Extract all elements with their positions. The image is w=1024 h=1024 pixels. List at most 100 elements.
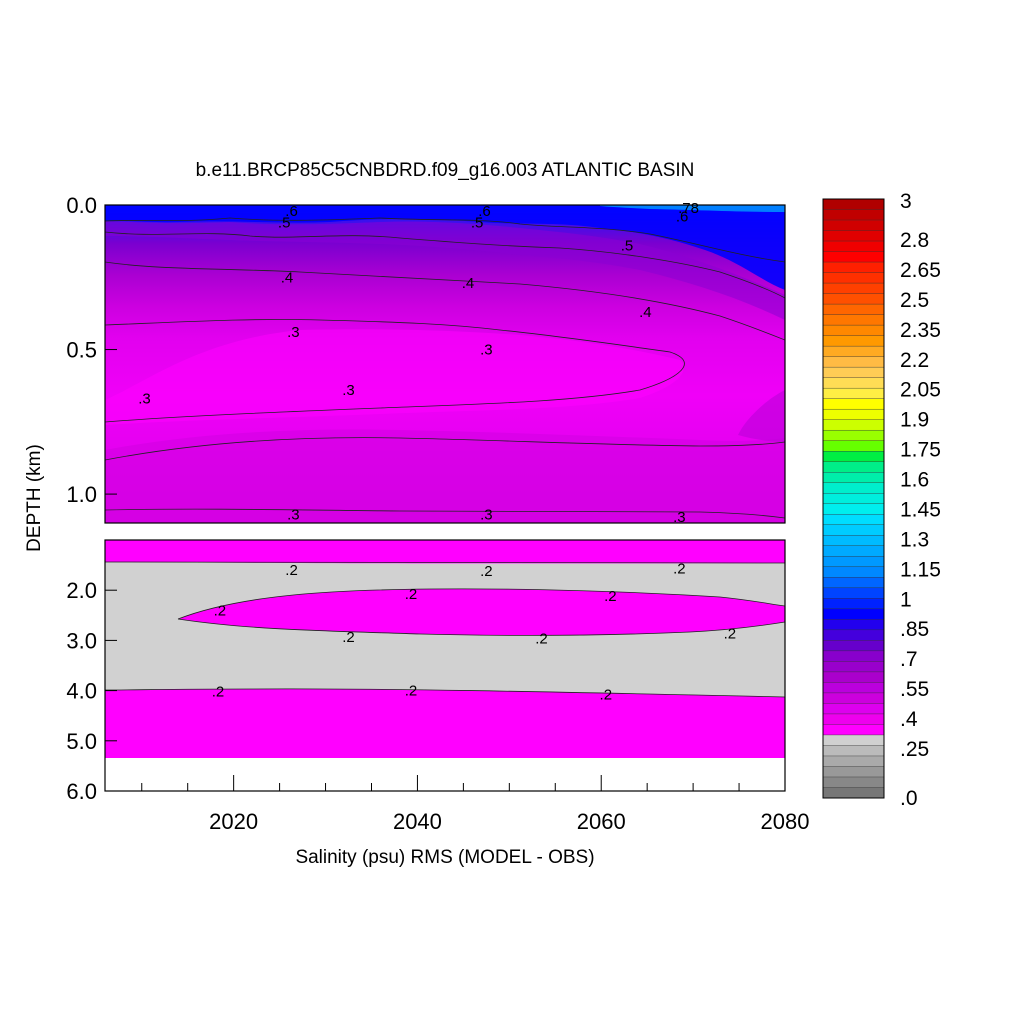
y-axis-label: DEPTH (km) xyxy=(24,444,45,552)
lower-panel-frame xyxy=(104,539,786,792)
colorbar-label: .25 xyxy=(900,738,929,761)
contour-label-lower: .2 xyxy=(673,561,686,578)
colorbar-swatch xyxy=(822,514,885,526)
mid-magenta-lens xyxy=(178,588,785,636)
colorbar-label: .0 xyxy=(900,787,918,810)
colorbar-swatch xyxy=(822,345,885,358)
y-tick-label: 1.0 xyxy=(66,482,97,507)
contour-label-lower: .2 xyxy=(342,629,355,646)
contour-label-lower: .2 xyxy=(535,630,548,647)
colorbar-swatch xyxy=(822,734,885,746)
contour-labels: .6.5.6.5.78.6.5.4.4.4.3.3.3.3.3.3.3.2.2.… xyxy=(138,200,736,704)
colorbar-swatch xyxy=(822,440,885,452)
upper-contour-lines xyxy=(105,217,785,519)
colorbar-swatch xyxy=(822,776,885,788)
colorbar-swatch xyxy=(822,545,885,557)
colorbar-swatch xyxy=(822,503,885,515)
x-tick-label: 2080 xyxy=(761,809,810,834)
x-tick-label: 2060 xyxy=(577,809,626,834)
colorbar-label: 2.65 xyxy=(900,259,941,282)
colorbar-swatch xyxy=(822,535,885,547)
contour-label-lower: .2 xyxy=(600,687,613,704)
colorbar-label: .85 xyxy=(900,618,929,641)
contour-label-upper: .3 xyxy=(673,509,686,526)
contour-label-upper: .6 xyxy=(285,203,298,220)
colorbar-swatch xyxy=(822,451,885,463)
contour-label-lower: .2 xyxy=(212,684,225,701)
contour-label-upper: .4 xyxy=(639,304,652,321)
colorbar-swatch xyxy=(822,493,885,505)
colorbar-swatch xyxy=(822,461,885,473)
colorbar-label: 1.9 xyxy=(900,409,929,432)
colorbar-swatch xyxy=(822,366,885,379)
contour-label-upper: .5 xyxy=(278,214,291,231)
colorbar-frame xyxy=(822,198,885,799)
contour-label-upper: .6 xyxy=(478,203,491,220)
lower-magenta-top xyxy=(105,540,785,564)
contour-label-lower: .2 xyxy=(214,602,227,619)
contour-label-lower: .2 xyxy=(724,625,737,642)
contour-label-upper: .3 xyxy=(287,324,300,341)
colorbar-swatch xyxy=(822,408,885,421)
violet-band xyxy=(105,221,785,320)
colorbar-swatch xyxy=(822,429,885,442)
colorbar-swatch xyxy=(822,272,885,284)
colorbar-label: 1.45 xyxy=(900,498,941,521)
colorbar-swatch xyxy=(822,724,885,736)
colorbar-swatch xyxy=(822,356,885,368)
colorbar-label: 2.5 xyxy=(900,289,929,312)
contour-label-lower: .2 xyxy=(480,563,493,580)
colorbar-swatch xyxy=(822,692,885,704)
colorbar-label: 1.75 xyxy=(900,439,941,462)
colorbar-swatch xyxy=(822,303,885,316)
colorbar-swatch xyxy=(822,577,885,589)
y-tick-label: 6.0 xyxy=(66,779,97,804)
axes: 2020 2040 2060 2080 0.0 0.5 1.0 2.0 3.0 4.0 5.0 6.0 xyxy=(66,193,809,834)
colorbar-swatch xyxy=(822,335,885,347)
x-axis-label: Salinity (psu) RMS (MODEL - OBS) xyxy=(295,847,594,868)
colorbar-swatch xyxy=(822,661,885,673)
colorbar-swatch xyxy=(822,398,885,410)
colorbar-swatch xyxy=(822,251,885,263)
colorbar-swatch xyxy=(822,482,885,494)
colorbar-swatch xyxy=(822,598,885,610)
colorbar-swatch xyxy=(822,713,885,725)
colorbar-swatch xyxy=(822,387,885,400)
colorbar-label: 3 xyxy=(900,190,912,213)
contour-label-upper: .78 xyxy=(678,200,699,217)
upper-panel xyxy=(105,205,785,523)
contour-label-upper: .3 xyxy=(138,391,151,408)
colorbar-label: .7 xyxy=(900,648,918,671)
colorbar-swatch xyxy=(822,671,885,683)
contour-label-upper: .3 xyxy=(342,382,355,399)
contour-label-upper: .5 xyxy=(621,237,634,254)
colorbar-swatch xyxy=(822,566,885,578)
colorbar-swatch xyxy=(822,293,885,305)
y-tick-label: 0.5 xyxy=(66,338,97,363)
contour-label-upper: .3 xyxy=(287,506,300,523)
colorbar-swatch xyxy=(822,682,885,694)
colorbar-swatch xyxy=(822,703,885,715)
y-tick-label: 2.0 xyxy=(66,578,97,603)
contour-label-upper: .4 xyxy=(462,275,475,292)
colorbar-label: 2.05 xyxy=(900,379,941,402)
colorbar-swatch xyxy=(822,629,885,641)
colorbar-swatch xyxy=(822,755,885,767)
contour-label-upper: .6 xyxy=(676,209,689,226)
colorbar-label: 1.6 xyxy=(900,469,929,492)
colorbar-label: .4 xyxy=(900,708,918,731)
colorbar-swatch xyxy=(822,261,885,274)
contour-label-upper: .3 xyxy=(480,342,493,359)
y-tick-label: 4.0 xyxy=(66,679,97,704)
y-tick-label: 0.0 xyxy=(66,193,97,218)
right-deep-patch xyxy=(738,390,785,442)
lower-magenta-bottom xyxy=(105,688,785,758)
colorbar: 3 2.8 2.65 2.5 2.35 2.2 2.05 1.9 1.75 1.6 1.45 1.3 1… xyxy=(822,190,941,810)
colorbar-swatch xyxy=(822,324,885,337)
colorbar-swatch xyxy=(822,587,885,599)
colorbar-swatch xyxy=(822,556,885,568)
colorbar-swatch xyxy=(822,640,885,652)
contour-label-lower: .2 xyxy=(285,562,298,579)
colorbar-swatch xyxy=(822,524,885,536)
